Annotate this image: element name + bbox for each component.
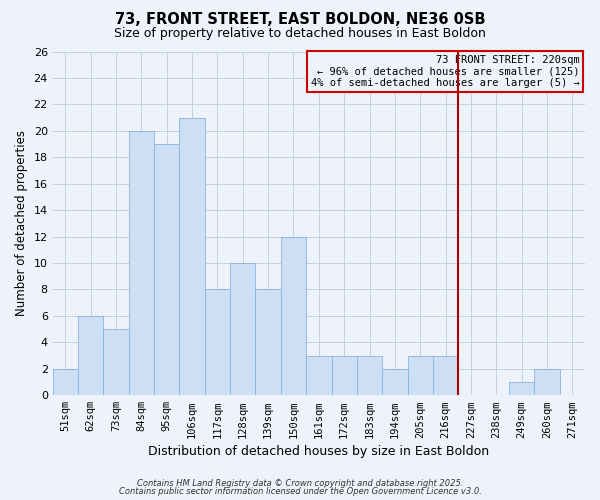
- Bar: [382, 369, 407, 395]
- Bar: [256, 290, 281, 395]
- Text: Contains HM Land Registry data © Crown copyright and database right 2025.: Contains HM Land Registry data © Crown c…: [137, 478, 463, 488]
- X-axis label: Distribution of detached houses by size in East Boldon: Distribution of detached houses by size …: [148, 444, 490, 458]
- Bar: [53, 369, 78, 395]
- Bar: [535, 369, 560, 395]
- Text: 73, FRONT STREET, EAST BOLDON, NE36 0SB: 73, FRONT STREET, EAST BOLDON, NE36 0SB: [115, 12, 485, 28]
- Bar: [205, 290, 230, 395]
- Bar: [433, 356, 458, 395]
- Bar: [103, 329, 129, 395]
- Bar: [154, 144, 179, 395]
- Text: Size of property relative to detached houses in East Boldon: Size of property relative to detached ho…: [114, 28, 486, 40]
- Bar: [509, 382, 535, 395]
- Bar: [357, 356, 382, 395]
- Bar: [230, 263, 256, 395]
- Bar: [78, 316, 103, 395]
- Text: Contains public sector information licensed under the Open Government Licence v3: Contains public sector information licen…: [119, 487, 481, 496]
- Bar: [332, 356, 357, 395]
- Text: 73 FRONT STREET: 220sqm
← 96% of detached houses are smaller (125)
4% of semi-de: 73 FRONT STREET: 220sqm ← 96% of detache…: [311, 55, 580, 88]
- Bar: [281, 236, 306, 395]
- Bar: [179, 118, 205, 395]
- Bar: [306, 356, 332, 395]
- Y-axis label: Number of detached properties: Number of detached properties: [15, 130, 28, 316]
- Bar: [129, 131, 154, 395]
- Bar: [407, 356, 433, 395]
